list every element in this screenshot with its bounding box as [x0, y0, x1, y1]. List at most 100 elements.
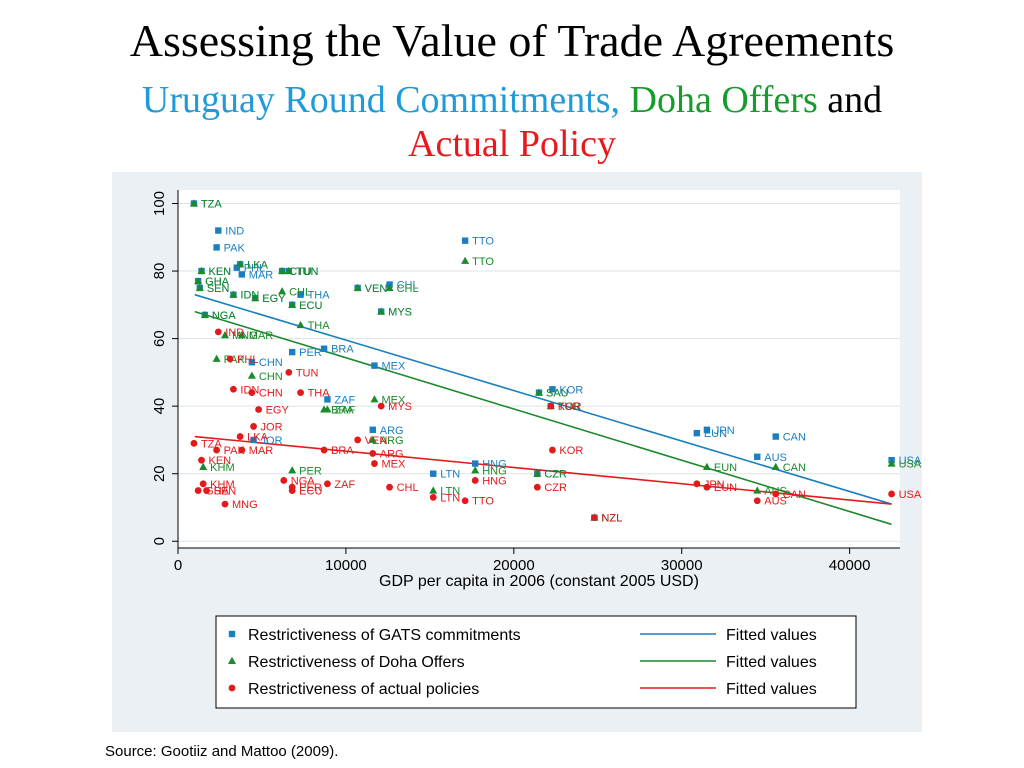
- doha-point-label: TUR: [558, 401, 581, 413]
- gats-point: [320, 345, 328, 352]
- doha-point: [288, 466, 297, 474]
- actual-point-label: ECU: [299, 486, 322, 498]
- doha-point-label: CAN: [783, 462, 806, 474]
- doha-point-label: CHL: [289, 286, 311, 298]
- actual-point-label: CAN: [783, 489, 806, 501]
- gats-point-label: CAN: [783, 432, 806, 444]
- gats-point-label: LKA: [247, 259, 268, 271]
- gats-point-label: GHA: [205, 276, 230, 288]
- gats-point: [703, 426, 711, 433]
- gats-point-label: CHL: [397, 280, 419, 292]
- doha-point: [199, 462, 208, 470]
- actual-point-label: PER: [299, 482, 322, 494]
- actual-point: [429, 493, 437, 501]
- doha-point: [429, 486, 438, 494]
- gats-point-label: KOR: [559, 384, 583, 396]
- gats-point: [461, 237, 469, 244]
- doha-point-label: CHN: [259, 371, 283, 383]
- actual-point-label: NGA: [291, 475, 316, 487]
- gats-point-label: CHN: [259, 357, 283, 369]
- legend-line-label: Fitted values: [726, 627, 817, 644]
- actual-point: [213, 446, 221, 454]
- actual-point: [591, 514, 598, 522]
- doha-point-label: CTU: [289, 266, 312, 278]
- doha-point: [753, 486, 762, 494]
- subtitle-doha: Doha Offers: [629, 79, 818, 121]
- gats-point-label: TTO: [472, 236, 494, 248]
- gats-point-label: HNG: [482, 459, 506, 471]
- gats-point: [297, 291, 304, 298]
- doha-point: [237, 331, 246, 339]
- gats-point-label: TUR: [558, 401, 581, 413]
- actual-point: [320, 446, 328, 454]
- doha-point: [296, 320, 305, 329]
- gats-point-label: PHL: [244, 263, 265, 275]
- actual-point-label: USA: [899, 489, 922, 501]
- actual-point: [533, 483, 541, 491]
- doha-point: [194, 276, 203, 285]
- doha-point: [212, 354, 221, 362]
- gats-point-label: CTU: [289, 266, 312, 278]
- x-tick-label: 20000: [493, 557, 535, 574]
- fitted-line: [194, 310, 892, 526]
- actual-point: [250, 423, 257, 430]
- doha-point-label: NZL: [601, 513, 622, 525]
- doha-point: [284, 266, 293, 275]
- doha-point-label: ZAF: [334, 405, 355, 417]
- actual-point-label: CHN: [259, 388, 283, 400]
- actual-point-label: IND: [225, 327, 244, 339]
- actual-point: [214, 328, 222, 336]
- actual-point-label: KHM: [210, 479, 234, 491]
- doha-point-label: MYS: [388, 307, 412, 319]
- legend-marker: [228, 630, 236, 638]
- doha-point: [251, 293, 260, 302]
- doha-point-label: TUN: [296, 266, 319, 278]
- actual-point-label: THA: [308, 388, 331, 400]
- actual-point: [371, 460, 378, 467]
- doha-point-label: THA: [308, 320, 331, 332]
- gats-point-label: USA: [899, 455, 922, 467]
- doha-point-label: NGA: [212, 310, 237, 322]
- doha-point: [461, 256, 470, 264]
- scatter-chart: 0 20 40 60 80 100 0 10000 20000 30000 40000 GDP per…: [112, 172, 922, 732]
- actual-point: [288, 487, 296, 494]
- actual-point-label: BRA: [331, 445, 354, 457]
- doha-point: [533, 469, 542, 477]
- actual-point: [190, 439, 198, 447]
- gats-point-label: ZAF: [334, 394, 355, 406]
- x-tick-label: 10000: [325, 557, 367, 574]
- actual-point-label: PHL: [237, 354, 258, 366]
- doha-point-label: SAU: [546, 388, 569, 400]
- gats-point: [248, 359, 256, 366]
- gats-point: [369, 426, 376, 433]
- gats-point-label: PAK: [224, 242, 246, 254]
- gats-point: [233, 264, 240, 271]
- gats-point-label: PER: [299, 347, 322, 359]
- gats-point-label: CZR: [544, 469, 567, 481]
- gats-point-label: SEN: [207, 283, 230, 295]
- doha-point: [236, 260, 245, 268]
- doha-point-label: VEN: [365, 283, 388, 295]
- actual-point: [221, 500, 229, 508]
- actual-point-label: TTO: [472, 496, 494, 508]
- gats-point-label: IND: [225, 226, 244, 238]
- legend-line-label: Fitted values: [726, 681, 817, 698]
- doha-point: [229, 290, 238, 298]
- gats-point-label: TUN: [296, 266, 319, 278]
- subtitle-and: and: [827, 79, 883, 121]
- actual-point-label: EUN: [714, 482, 737, 494]
- gats-point: [371, 362, 378, 369]
- actual-point-label: CHL: [397, 482, 419, 494]
- gats-point-label: THA: [308, 290, 331, 302]
- subtitle-actual-policy: Actual Policy: [408, 123, 616, 165]
- doha-point: [377, 307, 386, 315]
- gats-point-label: JOR: [261, 435, 283, 447]
- y-tick-label: 0: [151, 537, 168, 545]
- gats-point-label: EGY: [262, 293, 286, 305]
- actual-point-label: ZAF: [334, 479, 355, 491]
- x-tick-label: 30000: [661, 557, 703, 574]
- doha-point: [221, 331, 230, 339]
- doha-point-label: PER: [299, 465, 322, 477]
- y-tick-label: 100: [151, 191, 168, 216]
- actual-point-label: HNG: [482, 475, 506, 487]
